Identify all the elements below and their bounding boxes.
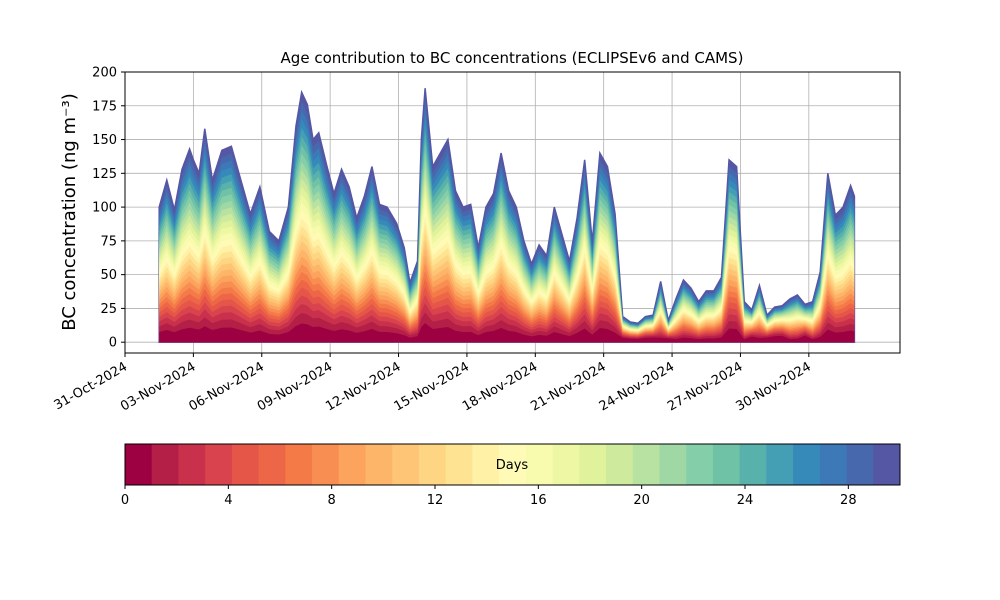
y-tick-label: 150 bbox=[92, 133, 117, 148]
y-axis-label: BC concentration (ng m⁻³) bbox=[59, 93, 80, 331]
colorbar-swatch bbox=[285, 444, 313, 485]
colorbar-swatch bbox=[418, 444, 447, 485]
colorbar-swatch bbox=[365, 444, 393, 485]
colorbar-swatch bbox=[659, 444, 687, 485]
colorbar-swatch bbox=[178, 444, 206, 485]
chart-title: Age contribution to BC concentrations (E… bbox=[281, 49, 744, 67]
colorbar-label: Days bbox=[496, 458, 529, 473]
colorbar-swatch bbox=[125, 444, 153, 485]
colorbar-swatch bbox=[739, 444, 767, 485]
plot-frame bbox=[124, 71, 901, 354]
x-tick-label: 12-Nov-2024 bbox=[323, 359, 403, 414]
age-layer-0 bbox=[159, 323, 855, 343]
colorbar-swatch bbox=[499, 444, 527, 485]
y-tick-label: 50 bbox=[100, 268, 117, 283]
colorbar-swatch bbox=[873, 444, 901, 485]
colorbar-frame bbox=[124, 443, 901, 486]
x-tick-label: 18-Nov-2024 bbox=[460, 359, 540, 414]
y-tick-label: 200 bbox=[92, 66, 117, 81]
stacked-age-areas bbox=[158, 88, 856, 343]
colorbar-swatch bbox=[258, 444, 286, 485]
colorbar-swatch bbox=[579, 444, 607, 485]
colorbar-swatch bbox=[312, 444, 340, 485]
y-tick-label: 100 bbox=[92, 201, 117, 216]
x-tick-label: 03-Nov-2024 bbox=[118, 359, 198, 414]
x-axis: 31-Oct-202403-Nov-202406-Nov-202409-Nov-… bbox=[52, 353, 814, 414]
colorbar: 0 4 8 12 16 20 24 28 bbox=[121, 443, 901, 508]
y-tick-label: 175 bbox=[92, 99, 117, 114]
y-tick-label: 25 bbox=[100, 302, 117, 317]
x-tick-label: 09-Nov-2024 bbox=[255, 359, 335, 414]
colorbar-swatch bbox=[766, 444, 794, 485]
colorbar-swatch bbox=[552, 444, 580, 485]
colorbar-swatch bbox=[205, 444, 233, 485]
colorbar-tick-label: 28 bbox=[840, 493, 857, 508]
colorbar-tick-label: 8 bbox=[328, 493, 336, 508]
colorbar-swatch bbox=[472, 444, 500, 485]
colorbar-swatch bbox=[712, 444, 741, 485]
colorbar-tick-label: 24 bbox=[737, 493, 754, 508]
y-axis: 0 25 50 75 100 125 150 175 200 bbox=[92, 66, 125, 351]
x-tick-label: 27-Nov-2024 bbox=[665, 359, 745, 414]
colorbar-swatch bbox=[819, 444, 848, 485]
y-tick-label: 0 bbox=[109, 336, 117, 351]
colorbar-swatch bbox=[606, 444, 634, 485]
colorbar-swatch bbox=[525, 444, 554, 485]
colorbar-swatch bbox=[151, 444, 179, 485]
colorbar-swatch bbox=[686, 444, 714, 485]
colorbar-tick-label: 0 bbox=[121, 493, 129, 508]
colorbar-swatch bbox=[445, 444, 473, 485]
x-tick-label: 24-Nov-2024 bbox=[597, 359, 677, 414]
colorbar-swatch bbox=[793, 444, 821, 485]
colorbar-tick-label: 12 bbox=[427, 493, 444, 508]
colorbar-swatch bbox=[846, 444, 874, 485]
x-tick-label: 21-Nov-2024 bbox=[528, 359, 608, 414]
colorbar-swatch bbox=[392, 444, 420, 485]
x-tick-label: 06-Nov-2024 bbox=[186, 359, 266, 414]
y-tick-label: 75 bbox=[100, 234, 117, 249]
colorbar-tick-label: 16 bbox=[530, 493, 547, 508]
x-tick-label: 30-Nov-2024 bbox=[734, 359, 814, 414]
colorbar-tick-label: 20 bbox=[633, 493, 650, 508]
colorbar-swatch bbox=[338, 444, 367, 485]
colorbar-tick-label: 4 bbox=[224, 493, 232, 508]
y-tick-label: 125 bbox=[92, 167, 117, 182]
x-tick-label: 15-Nov-2024 bbox=[392, 359, 472, 414]
colorbar-swatch bbox=[231, 444, 260, 485]
colorbar-swatch bbox=[632, 444, 660, 485]
x-tick-label: 31-Oct-2024 bbox=[52, 359, 130, 413]
